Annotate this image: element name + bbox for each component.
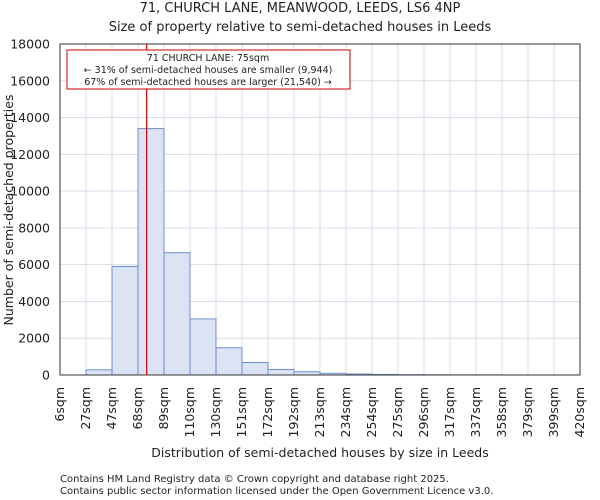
x-tick-label: 296sqm: [416, 387, 431, 437]
x-tick-label: 358sqm: [494, 387, 509, 437]
x-tick-label: 254sqm: [364, 387, 379, 437]
x-tick-label: 68sqm: [130, 387, 145, 430]
annotation-line3: 67% of semi-detached houses are larger (…: [84, 77, 332, 88]
plot-frame: [59, 43, 581, 376]
x-tick-label: 110sqm: [182, 387, 197, 437]
bars: [85, 128, 581, 376]
x-tick-label: 234sqm: [338, 387, 353, 437]
footer-line2: Contains public sector information licen…: [60, 486, 493, 497]
x-tick-label: 317sqm: [442, 387, 457, 437]
x-tick-label: 172sqm: [260, 387, 275, 437]
x-tick-label: 6sqm: [52, 387, 67, 422]
y-tick-label: 12000: [10, 147, 50, 162]
chart-title-line1: 71, CHURCH LANE, MEANWOOD, LEEDS, LS6 4N…: [140, 1, 461, 16]
y-tick-label: 16000: [10, 73, 50, 88]
histogram-bar: [137, 128, 165, 376]
histogram-bar: [163, 252, 191, 376]
y-tick-label: 0: [42, 368, 50, 383]
y-tick-label: 6000: [18, 257, 50, 272]
x-axis-label: Distribution of semi-detached houses by …: [151, 445, 489, 460]
x-tick-label: 399sqm: [546, 387, 561, 437]
annotation-line2: ← 31% of semi-detached houses are smalle…: [84, 65, 333, 76]
x-tick-label: 130sqm: [208, 387, 223, 437]
x-tick-label: 47sqm: [104, 387, 119, 430]
y-tick-label: 4000: [18, 294, 50, 309]
footer-line1: Contains HM Land Registry data © Crown c…: [60, 474, 449, 485]
x-tick-label: 420sqm: [572, 387, 587, 437]
y-tick-label: 8000: [18, 220, 50, 235]
x-tick-label: 27sqm: [78, 387, 93, 430]
x-tick-label: 192sqm: [286, 387, 301, 437]
x-tick-label: 379sqm: [520, 387, 535, 437]
x-tick-label: 275sqm: [390, 387, 405, 437]
x-tick-label: 337sqm: [468, 387, 483, 437]
y-tick-label: 10000: [10, 184, 50, 199]
x-tick-labels: 6sqm 27sqm 47sqm 68sqm 89sqm 110sqm 130sqm 151s…: [52, 387, 587, 437]
y-tick-label: 14000: [10, 110, 50, 125]
y-axis-label: Number of semi-detached properties: [1, 95, 16, 326]
annotation-box: [66, 49, 351, 90]
chart-title-line2: Size of property relative to semi-detach…: [109, 20, 492, 35]
annotation-line1: 71 CHURCH LANE: 75sqm: [147, 53, 269, 64]
histogram-bar: [215, 347, 243, 376]
x-tick-label: 151sqm: [234, 387, 249, 437]
y-tick-label: 2000: [18, 331, 50, 346]
histogram-bar: [189, 318, 217, 376]
y-tick-label: 18000: [10, 37, 50, 52]
histogram-bar: [267, 368, 295, 376]
histogram-bar: [85, 369, 113, 376]
histogram-bar: [241, 361, 269, 376]
x-tick-label: 89sqm: [156, 387, 171, 430]
y-tick-labels: 0 2000 4000 6000 8000 10000 12000 14000 16000 180…: [10, 37, 50, 383]
x-tick-label: 213sqm: [312, 387, 327, 437]
histogram-bar: [111, 266, 139, 376]
